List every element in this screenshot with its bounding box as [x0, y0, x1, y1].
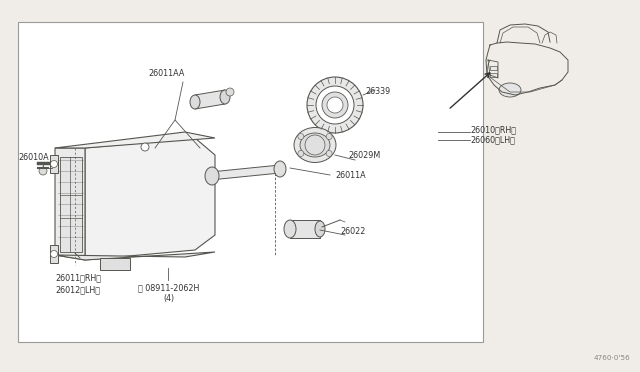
Circle shape [51, 160, 58, 167]
Text: 26060（LH）: 26060（LH） [470, 135, 515, 144]
Polygon shape [85, 138, 215, 260]
Ellipse shape [205, 167, 219, 185]
Circle shape [326, 151, 332, 157]
Bar [490, 73, 497, 77]
Text: 26010A: 26010A [18, 154, 49, 163]
Text: 26010（RH）: 26010（RH） [470, 125, 516, 135]
Ellipse shape [499, 83, 521, 97]
Polygon shape [290, 220, 320, 238]
Circle shape [226, 88, 234, 96]
Polygon shape [55, 148, 85, 260]
Text: 26012（LH）: 26012（LH） [55, 285, 100, 295]
Polygon shape [55, 132, 215, 148]
Circle shape [51, 250, 58, 257]
Bar [18, 22, 483, 342]
Circle shape [298, 134, 304, 140]
Circle shape [141, 143, 149, 151]
Ellipse shape [220, 90, 230, 104]
Circle shape [326, 134, 332, 140]
Circle shape [327, 97, 343, 113]
Text: 26029M: 26029M [348, 151, 380, 160]
Text: Ⓝ 08911-2062H: Ⓝ 08911-2062H [138, 283, 200, 292]
Bar [60, 157, 82, 252]
Polygon shape [50, 245, 58, 263]
Circle shape [307, 77, 363, 133]
Ellipse shape [284, 220, 296, 238]
Text: 26011AA: 26011AA [148, 68, 184, 77]
Circle shape [316, 86, 354, 124]
Text: 26011（RH）: 26011（RH） [55, 273, 101, 282]
Bar [100, 258, 130, 270]
Ellipse shape [315, 221, 325, 237]
Text: 26022: 26022 [340, 228, 365, 237]
Text: 4760⋅0'56: 4760⋅0'56 [593, 355, 630, 361]
Circle shape [39, 167, 47, 175]
Ellipse shape [294, 128, 336, 163]
Circle shape [322, 92, 348, 118]
Polygon shape [210, 165, 280, 180]
Polygon shape [55, 252, 215, 260]
Polygon shape [195, 90, 225, 109]
Bar [490, 66, 497, 70]
Circle shape [305, 135, 325, 155]
Ellipse shape [274, 161, 286, 177]
Text: 26011A: 26011A [335, 170, 365, 180]
Polygon shape [50, 155, 58, 173]
Ellipse shape [300, 133, 330, 157]
Circle shape [298, 151, 304, 157]
Ellipse shape [190, 95, 200, 109]
Text: (4): (4) [163, 295, 174, 304]
Text: 26339: 26339 [365, 87, 390, 96]
